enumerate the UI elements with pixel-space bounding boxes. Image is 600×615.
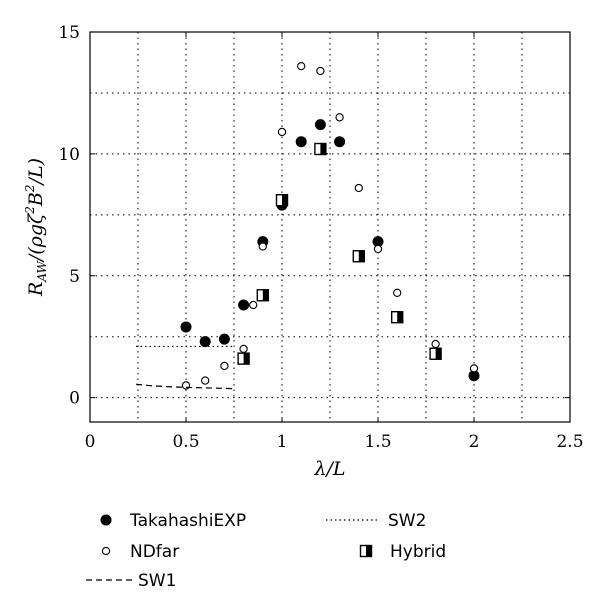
point-hybrid-fill — [262, 289, 269, 301]
point-ndfar — [373, 244, 383, 254]
legend-label: Hybrid — [390, 542, 446, 562]
x-tick-label: 0 — [85, 432, 96, 452]
point-hybrid — [314, 142, 327, 156]
y-tick-label: 15 — [58, 23, 80, 43]
legend-item-sw2: SW2 — [326, 511, 426, 531]
point-takahashiexp — [314, 119, 326, 131]
point-ndfar — [239, 344, 248, 354]
x-tick-label: 0.5 — [172, 432, 199, 452]
y-axis-title-group: RAW/(ρgζ2B2/L) — [23, 158, 49, 297]
legend-label: TakahashiEXP — [129, 511, 246, 531]
legend-item-hybrid: Hybrid — [359, 542, 446, 562]
y-axis-title: RAW/(ρgζ2B2/L) — [23, 158, 49, 297]
legend-swatch-hybrid — [359, 544, 373, 558]
point-takahashiexp — [199, 336, 211, 348]
series-sw1 — [136, 383, 233, 390]
x-tick-label: 2 — [469, 432, 480, 452]
y-title-sup2: 2 — [23, 184, 37, 193]
legend-label: SW2 — [388, 511, 426, 531]
point-takahashiexp — [218, 333, 230, 345]
legend-item-takahashiexp: TakahashiEXP — [100, 511, 246, 531]
point-hybrid — [237, 352, 250, 365]
point-hybrid — [429, 347, 442, 360]
point-takahashiexp — [295, 136, 307, 148]
y-title-rest: /(ρgζ — [25, 212, 47, 263]
series-layer — [136, 61, 480, 390]
legend-swatch-hybrid-fill — [366, 545, 372, 557]
legend-swatch-takahashiexp — [100, 514, 112, 526]
y-title-end: /L) — [25, 158, 47, 186]
point-hybrid-fill — [243, 353, 250, 365]
x-tick-label: 1 — [277, 432, 288, 452]
legend: TakahashiEXP SW2 NDfar Hybrid SW1 — [86, 511, 446, 591]
legend-swatch-ndfar — [101, 546, 111, 556]
x-axis-title: λ/L — [313, 458, 345, 480]
point-hybrid — [256, 289, 269, 302]
y-title-sup1: 2 — [23, 206, 37, 215]
point-takahashiexp — [238, 299, 250, 311]
tick-layer: 0 0.5 1 1.5 2 2.5 0 5 10 15 — [58, 23, 583, 452]
y-tick-label: 5 — [69, 267, 80, 287]
point-ndfar — [354, 183, 363, 193]
series-ndfar — [181, 61, 479, 390]
point-takahashiexp — [334, 136, 346, 148]
point-hybrid — [391, 310, 404, 324]
legend-label: SW1 — [138, 571, 176, 591]
y-title-sub: AW — [35, 259, 49, 282]
point-ndfar — [249, 300, 258, 310]
point-hybrid-fill — [358, 250, 365, 262]
point-ndfar — [277, 127, 287, 137]
x-tick-label: 1.5 — [364, 432, 391, 452]
x-tick-label: 2.5 — [556, 432, 583, 452]
legend-label: NDfar — [130, 542, 179, 562]
point-ndfar — [316, 66, 325, 76]
point-takahashiexp — [180, 321, 192, 333]
point-hybrid-fill — [320, 143, 326, 155]
point-ndfar — [220, 361, 229, 371]
point-ndfar — [201, 376, 210, 385]
point-ndfar — [393, 288, 402, 297]
point-hybrid-fill — [397, 311, 403, 323]
point-ndfar — [258, 242, 267, 251]
y-title-r: R — [25, 282, 47, 297]
point-ndfar — [431, 339, 440, 349]
legend-item-sw1: SW1 — [86, 571, 176, 591]
point-ndfar — [335, 113, 344, 122]
point-hybrid — [275, 193, 289, 207]
point-hybrid-fill — [282, 194, 288, 206]
point-ndfar — [297, 61, 306, 71]
point-hybrid — [352, 250, 365, 263]
grid-layer — [90, 32, 570, 422]
line-sw1 — [136, 383, 233, 390]
y-title-b: B — [25, 192, 47, 207]
legend-item-ndfar: NDfar — [101, 542, 179, 562]
point-ndfar — [469, 364, 479, 373]
y-tick-label: 10 — [58, 145, 80, 165]
point-hybrid-fill — [435, 348, 442, 360]
series-hybrid — [237, 142, 442, 365]
y-tick-label: 0 — [69, 389, 80, 409]
